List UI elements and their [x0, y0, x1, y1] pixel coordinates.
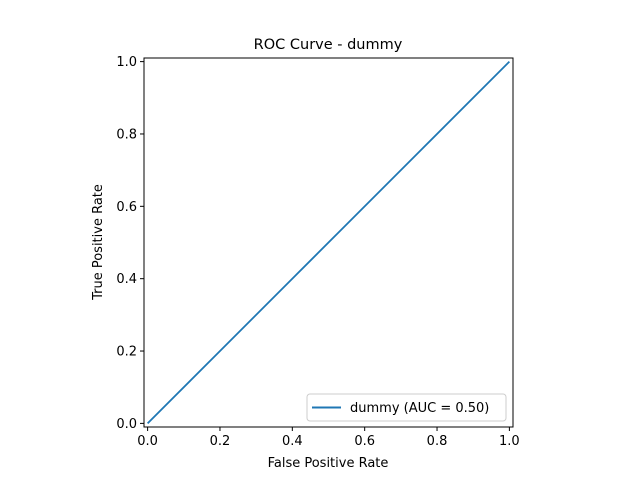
x-tick-label: 0.8 [427, 434, 448, 449]
y-axis-label: True Positive Rate [91, 184, 106, 301]
x-tick-label: 0.6 [354, 434, 375, 449]
legend-box [306, 393, 507, 422]
legend-entry-label: dummy (AUC = 0.50) [350, 401, 489, 416]
y-tick-label: 1.0 [116, 55, 137, 70]
legend: dummy (AUC = 0.50) [306, 393, 507, 422]
x-tick-label: 1.0 [499, 434, 520, 449]
y-tick-label: 0.0 [116, 417, 137, 432]
y-axis-ticks: 0.0 0.2 0.4 0.6 0.8 1.0 [116, 55, 144, 432]
x-tick-label: 0.4 [282, 434, 303, 449]
y-tick-label: 0.6 [116, 200, 137, 215]
y-tick-label: 0.8 [116, 127, 137, 142]
chart-title: ROC Curve - dummy [254, 37, 403, 53]
x-tick-label: 0.0 [137, 434, 158, 449]
roc-curve-line [146, 60, 511, 425]
x-axis-label: False Positive Rate [268, 456, 389, 471]
x-tick-label: 0.2 [210, 434, 231, 449]
series-layer [146, 60, 511, 425]
y-tick-label: 0.2 [116, 345, 137, 360]
x-axis-ticks: 0.0 0.2 0.4 0.6 0.8 1.0 [137, 427, 520, 449]
y-tick-label: 0.4 [116, 272, 137, 287]
